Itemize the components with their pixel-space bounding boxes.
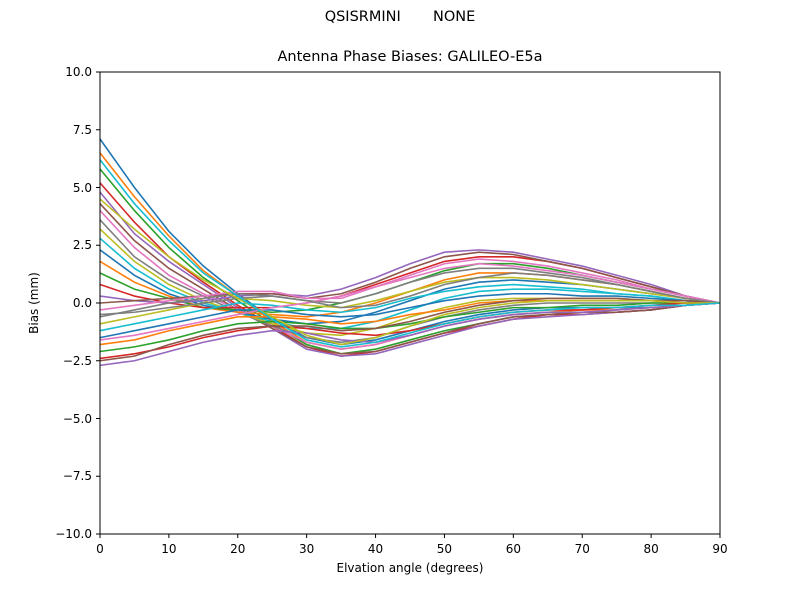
- x-tick-label: 60: [505, 542, 521, 556]
- y-tick-label: 0.0: [72, 296, 92, 310]
- y-tick-label: −10.0: [55, 527, 92, 541]
- series-line: [99, 198, 720, 346]
- axis-ticks: [96, 71, 721, 538]
- data-lines: [99, 138, 721, 367]
- x-tick-label: 50: [436, 542, 453, 556]
- figure-suptitle: QSISRMINI NONE: [324, 9, 476, 25]
- x-axis-label: Elvation angle (degrees): [336, 561, 484, 575]
- y-tick-label: −7.5: [62, 469, 92, 484]
- series-line: [99, 302, 721, 367]
- x-tick-label: 80: [643, 542, 659, 556]
- x-tick-label: 30: [299, 542, 315, 556]
- y-axis-label: Bias (mm): [27, 272, 41, 334]
- series-line: [99, 262, 721, 341]
- y-tick-label: 7.5: [72, 122, 92, 137]
- x-tick-label: 10: [161, 542, 177, 556]
- series-line: [99, 159, 721, 348]
- series-line: [99, 249, 721, 304]
- y-tick-label: 2.5: [72, 238, 92, 253]
- y-tick-label: −2.5: [62, 353, 92, 368]
- x-tick-label: 20: [230, 542, 246, 556]
- series-line: [99, 302, 720, 353]
- series-line: [99, 258, 721, 311]
- x-tick-label: 40: [367, 542, 384, 556]
- series-line: [99, 138, 721, 346]
- y-tick-label: −5.0: [62, 411, 92, 426]
- series-line: [99, 292, 721, 339]
- x-tick-label: 70: [574, 542, 590, 556]
- x-tick-label: 90: [712, 542, 728, 556]
- y-tick-label: 5.0: [72, 180, 92, 195]
- series-line: [99, 297, 721, 362]
- series-line: [99, 283, 721, 332]
- series-line: [99, 272, 721, 316]
- series-line: [99, 203, 721, 355]
- y-tick-label: 10.0: [65, 65, 92, 79]
- chart-title: Antenna Phase Biases: GALILEO-E5a: [277, 49, 543, 65]
- x-tick-label: 0: [96, 542, 104, 556]
